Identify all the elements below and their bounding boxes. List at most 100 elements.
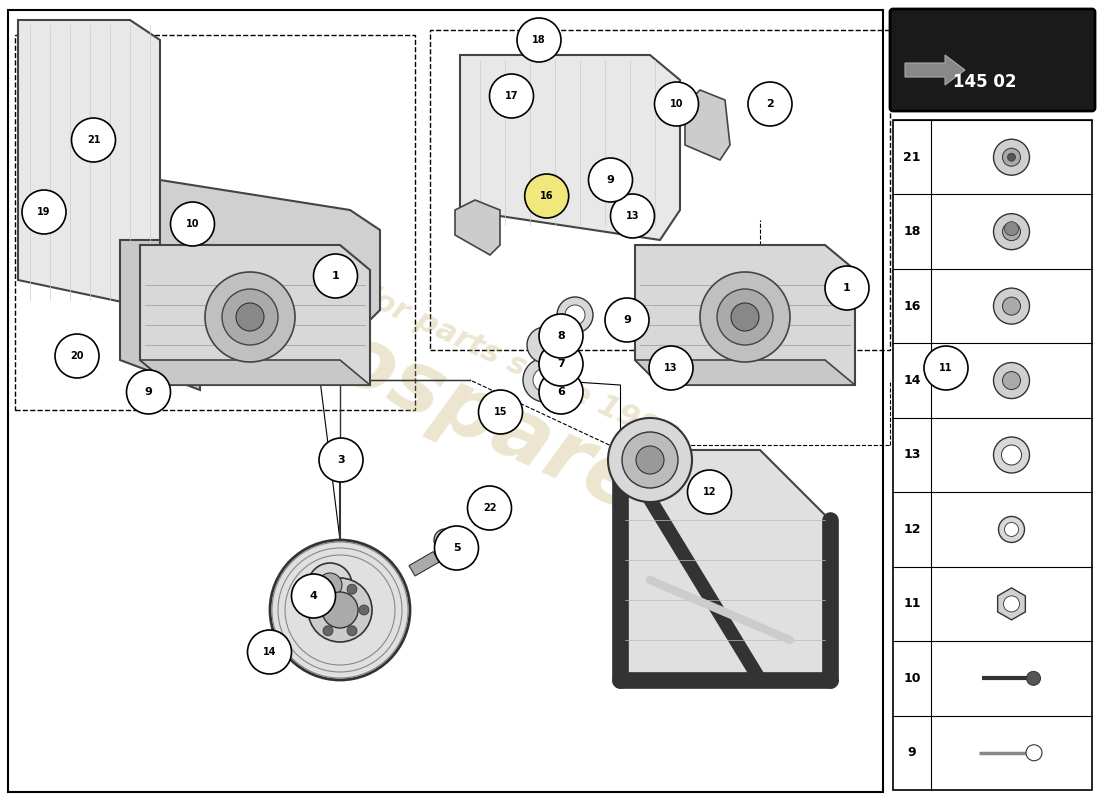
Circle shape — [1001, 445, 1022, 465]
Circle shape — [1026, 745, 1042, 761]
Text: 6: 6 — [557, 387, 565, 397]
FancyBboxPatch shape — [890, 9, 1094, 111]
Circle shape — [636, 446, 664, 474]
Circle shape — [608, 418, 692, 502]
Circle shape — [688, 470, 732, 514]
Text: 16: 16 — [903, 300, 921, 313]
Circle shape — [222, 289, 278, 345]
Polygon shape — [620, 450, 830, 680]
Circle shape — [292, 574, 336, 618]
Circle shape — [732, 303, 759, 331]
Circle shape — [825, 266, 869, 310]
Circle shape — [468, 486, 512, 530]
Circle shape — [359, 605, 369, 615]
Text: 4: 4 — [309, 591, 318, 601]
Text: 9: 9 — [144, 387, 153, 397]
Text: 8: 8 — [557, 331, 565, 341]
Text: 13: 13 — [903, 449, 921, 462]
Circle shape — [527, 327, 563, 363]
Circle shape — [439, 534, 451, 546]
Circle shape — [314, 254, 358, 298]
Text: 17: 17 — [505, 91, 518, 101]
Circle shape — [270, 540, 410, 680]
Circle shape — [557, 297, 593, 333]
Polygon shape — [460, 55, 680, 240]
Text: 19: 19 — [37, 207, 51, 217]
Text: 10: 10 — [670, 99, 683, 109]
Polygon shape — [18, 20, 160, 310]
Circle shape — [72, 118, 116, 162]
Polygon shape — [635, 245, 855, 385]
Polygon shape — [635, 360, 855, 385]
Circle shape — [319, 438, 363, 482]
Circle shape — [999, 517, 1024, 542]
Text: 10: 10 — [186, 219, 199, 229]
Polygon shape — [455, 200, 500, 255]
Polygon shape — [905, 55, 965, 85]
Circle shape — [1004, 522, 1019, 537]
Circle shape — [517, 18, 561, 62]
Circle shape — [346, 584, 358, 594]
Circle shape — [490, 74, 534, 118]
Circle shape — [236, 303, 264, 331]
Circle shape — [1026, 671, 1041, 686]
Bar — [430, 30, 890, 350]
Circle shape — [434, 526, 478, 570]
Circle shape — [1002, 371, 1021, 390]
Circle shape — [308, 578, 372, 642]
Circle shape — [1003, 596, 1020, 612]
Text: 21: 21 — [903, 150, 921, 164]
Circle shape — [700, 272, 790, 362]
Text: 1: 1 — [843, 283, 851, 293]
Circle shape — [322, 592, 358, 628]
Polygon shape — [140, 245, 370, 385]
Circle shape — [308, 563, 352, 607]
Circle shape — [588, 158, 632, 202]
Bar — [893, 120, 1092, 790]
Circle shape — [22, 190, 66, 234]
Circle shape — [565, 305, 585, 325]
Circle shape — [748, 82, 792, 126]
Text: 20: 20 — [70, 351, 84, 361]
Text: 2: 2 — [766, 99, 774, 109]
Text: 9: 9 — [623, 315, 631, 325]
Text: 21: 21 — [87, 135, 100, 145]
Text: 3: 3 — [338, 455, 344, 465]
Text: a passion for parts since 1985: a passion for parts since 1985 — [198, 207, 682, 453]
Bar — [409, 552, 439, 576]
Circle shape — [654, 82, 698, 126]
Circle shape — [323, 584, 333, 594]
Text: 11: 11 — [903, 598, 921, 610]
Circle shape — [522, 358, 566, 402]
Circle shape — [993, 288, 1030, 324]
Text: 11: 11 — [939, 363, 953, 373]
Text: eurospares: eurospares — [176, 247, 704, 553]
Text: 9: 9 — [606, 175, 615, 185]
Circle shape — [621, 432, 678, 488]
Circle shape — [1002, 222, 1021, 241]
Circle shape — [539, 370, 583, 414]
Text: 12: 12 — [903, 523, 921, 536]
Text: 10: 10 — [903, 672, 921, 685]
Circle shape — [534, 368, 557, 392]
Text: 18: 18 — [903, 225, 921, 238]
Circle shape — [1002, 148, 1021, 166]
Circle shape — [248, 630, 292, 674]
Text: 15: 15 — [494, 407, 507, 417]
Bar — [8, 10, 883, 792]
Circle shape — [170, 202, 214, 246]
Circle shape — [993, 437, 1030, 473]
Text: 9: 9 — [908, 746, 916, 759]
Text: 14: 14 — [263, 647, 276, 657]
Text: 5: 5 — [453, 543, 460, 553]
Circle shape — [605, 298, 649, 342]
Text: 13: 13 — [664, 363, 678, 373]
Polygon shape — [120, 240, 200, 390]
Text: 12: 12 — [703, 487, 716, 497]
Circle shape — [126, 370, 170, 414]
Circle shape — [649, 346, 693, 390]
Text: 14: 14 — [903, 374, 921, 387]
Circle shape — [993, 362, 1030, 398]
Text: 16: 16 — [540, 191, 553, 201]
Circle shape — [1008, 154, 1015, 162]
